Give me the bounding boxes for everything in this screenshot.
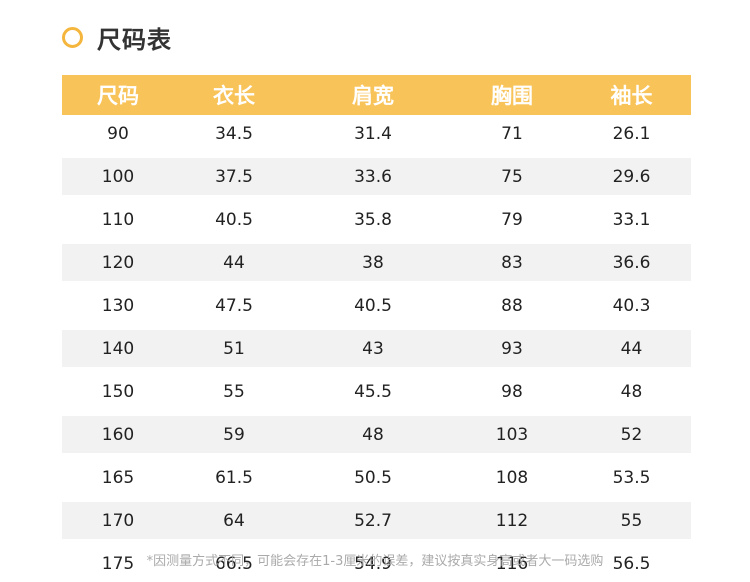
table-cell: 79: [501, 209, 523, 230]
table-cell: 47.5: [215, 295, 253, 316]
table-row: 160 59 48 103 52: [62, 410, 691, 459]
header-shoulder: 肩宽: [352, 84, 394, 108]
table-cell: 90: [107, 123, 129, 144]
table-cell: 50.5: [354, 467, 392, 488]
table-cell: 45.5: [354, 381, 392, 402]
table-cell: 71: [501, 123, 523, 144]
table-row: 90 34.5 31.4 71 26.1: [62, 115, 691, 155]
table-cell: 93: [452, 324, 572, 373]
table-row: 100 37.5 33.6 75 29.6: [62, 152, 691, 201]
table-cell: 48: [620, 381, 643, 402]
table-cell: 29.6: [572, 152, 691, 201]
table-cell: 40.5: [354, 295, 392, 316]
table-cell: 26.1: [612, 123, 651, 144]
size-table: 尺码 衣长 肩宽 胸围 袖长 90 34.5 31.4 71 26.1 100 37.5 33…: [62, 75, 691, 582]
table-cell: 44: [572, 324, 691, 373]
table-cell: 160: [62, 410, 174, 459]
table-cell: 37.5: [174, 152, 294, 201]
table-cell: 108: [495, 467, 529, 488]
table-cell: 100: [62, 152, 174, 201]
table-cell: 35.8: [354, 209, 392, 230]
table-row: 150 55 45.5 98 48: [62, 370, 691, 413]
table-cell: 83: [452, 238, 572, 287]
table-cell: 64: [174, 496, 294, 545]
table-row: 130 47.5 40.5 88 40.3: [62, 284, 691, 327]
table-cell: 98: [501, 381, 523, 402]
table-cell: 140: [62, 324, 174, 373]
table-cell: 33.6: [294, 152, 452, 201]
table-cell: 112: [452, 496, 572, 545]
table-cell: 38: [294, 238, 452, 287]
table-cell: 36.6: [572, 238, 691, 287]
table-row: 170 64 52.7 112 55: [62, 496, 691, 545]
table-cell: 75: [452, 152, 572, 201]
table-cell: 51: [174, 324, 294, 373]
table-cell: 40.5: [215, 209, 253, 230]
table-cell: 150: [101, 381, 135, 402]
header-size: 尺码: [97, 84, 139, 108]
table-cell: 55: [223, 381, 245, 402]
header-length: 衣长: [213, 84, 255, 108]
table-cell: 59: [174, 410, 294, 459]
table-cell: 61.5: [215, 467, 253, 488]
table-cell: 40.3: [612, 295, 651, 316]
table-cell: 33.1: [612, 209, 651, 230]
table-header-row: 尺码 衣长 肩宽 胸围 袖长: [62, 75, 691, 115]
title-row: 尺码表: [62, 20, 172, 55]
table-cell: 43: [294, 324, 452, 373]
table-row: 140 51 43 93 44: [62, 324, 691, 373]
table-row: 120 44 38 83 36.6: [62, 238, 691, 287]
header-sleeve: 袖长: [610, 84, 653, 108]
table-cell: 34.5: [215, 123, 253, 144]
table-cell: 130: [101, 295, 135, 316]
table-cell: 103: [452, 410, 572, 459]
table-row: 165 61.5 50.5 108 53.5: [62, 456, 691, 499]
table-cell: 165: [101, 467, 135, 488]
table-cell: 55: [572, 496, 691, 545]
table-cell: 120: [62, 238, 174, 287]
table-cell: 52.7: [294, 496, 452, 545]
footnote: *因测量方式不同，可能会存在1-3厘米的误差，建议按真实身高或者大一码选购: [146, 554, 604, 569]
table-cell: 53.5: [612, 467, 651, 488]
header-chest: 胸围: [491, 84, 533, 108]
table-cell: 170: [62, 496, 174, 545]
table-row: 110 40.5 35.8 79 33.1: [62, 198, 691, 241]
table-cell: 52: [572, 410, 691, 459]
circle-icon: [62, 27, 83, 48]
page-title: 尺码表: [97, 26, 172, 54]
table-cell: 48: [294, 410, 452, 459]
table-cell: 44: [174, 238, 294, 287]
table-cell: 31.4: [354, 123, 392, 144]
table-cell: 88: [501, 295, 523, 316]
table-cell: 110: [101, 209, 135, 230]
